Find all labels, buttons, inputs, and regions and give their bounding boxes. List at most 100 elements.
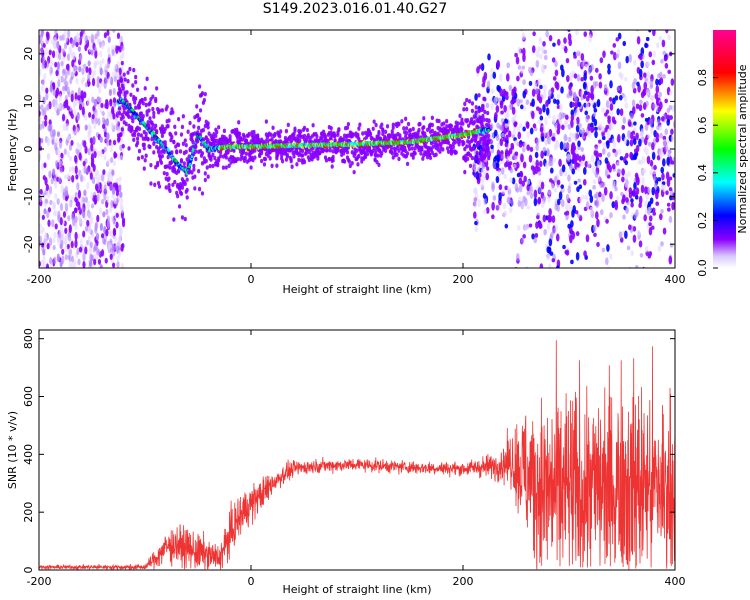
spectrogram-cell	[648, 206, 652, 213]
spectrogram-cell	[530, 292, 534, 296]
spectrogram-cell	[163, 140, 167, 145]
spectrogram-cell	[141, 101, 145, 106]
spectrogram-cell	[195, 104, 199, 109]
spectrogram-cell	[331, 154, 335, 160]
spectrogram-cell	[634, 195, 639, 200]
spectrogram-cell	[614, 24, 618, 29]
spectrogram-cell	[548, 208, 552, 216]
spectrogram-cell	[149, 162, 153, 168]
spectrogram-cell	[616, 313, 620, 318]
spectrogram-cell	[642, 168, 647, 174]
spectrogram-cell	[187, 165, 191, 169]
spectrogram-cell	[106, 172, 111, 181]
spectrogram-cell	[510, 99, 514, 105]
spectrogram-cell	[582, 167, 587, 175]
spectrogram-cell	[84, 124, 88, 131]
spectrogram-cell	[628, 53, 633, 63]
spectrogram-cell	[592, 165, 596, 175]
spectrogram-cell	[422, 116, 426, 121]
spectrogram-cell	[40, 104, 44, 110]
spectrogram-cell	[188, 162, 192, 166]
spectrogram-cell	[264, 138, 268, 144]
spectrogram-cell	[66, 173, 70, 180]
spectrogram-cell	[660, 184, 665, 191]
spectrogram-cell	[116, 260, 120, 268]
spectrogram-cell	[613, 52, 617, 61]
spectrogram-cell	[547, 190, 552, 196]
spectrogram-cell	[513, 121, 518, 128]
spectrogram-cell	[222, 128, 226, 134]
spectrogram-cell	[270, 163, 274, 169]
spectrogram-cell	[175, 149, 179, 154]
spectrogram-cell	[543, 84, 547, 93]
spectrogram-cell	[655, 137, 660, 143]
spectrogram-cell	[549, 251, 554, 256]
spectrogram-cell	[494, 112, 498, 120]
spectrogram-cell	[39, 115, 42, 124]
spectrogram-cell	[559, 168, 563, 177]
spectrogram-cell	[279, 139, 283, 144]
spectrogram-cell	[505, 111, 510, 119]
spectrogram-cell	[131, 118, 135, 124]
spectrogram-cell	[380, 122, 384, 127]
spectrogram-cell	[518, 177, 523, 185]
spectrogram-cell	[128, 66, 132, 72]
spectrogram-cell	[173, 167, 177, 173]
spectrogram-cell	[67, 30, 71, 38]
spectrogram-cell	[520, 292, 524, 298]
spectrogram-cell	[147, 108, 151, 113]
spectrogram-cell	[525, 121, 530, 129]
spectrogram-cell	[481, 105, 485, 110]
spectrogram-cell	[554, 60, 558, 68]
spectrogram-cell	[168, 188, 172, 194]
spectrogram-cell	[179, 191, 184, 196]
spectrogram-cell	[500, 153, 505, 160]
spectrogram-cell	[647, 134, 651, 139]
spectrogram-cell	[56, 198, 60, 205]
spectrogram-cell	[101, 111, 105, 117]
spectrogram-cell	[558, 158, 562, 167]
spectrogram-cell	[591, 30, 596, 32]
spectrogram-cell	[93, 61, 97, 69]
spectrogram-cell	[162, 170, 166, 176]
spectrogram-cell	[657, 245, 662, 252]
spectrogram-cell	[589, 75, 594, 81]
spectrogram-cell	[639, 130, 644, 138]
spectrogram-cell	[456, 121, 460, 126]
spectrogram-cell	[656, 155, 661, 161]
spectrogram-cell	[374, 148, 378, 154]
spectrogram-cell	[503, 105, 507, 113]
spectrogram-cell	[82, 30, 86, 35]
spectrogram-cell	[54, 223, 58, 230]
spectrogram-cell	[249, 165, 253, 170]
spectrogram-cell	[73, 129, 77, 136]
spectrogram-cell	[546, 254, 550, 261]
spectrogram-cell	[93, 258, 97, 266]
spectrogram-cell	[119, 77, 123, 82]
spectrogram-cell	[567, 174, 571, 182]
spectrogram-cell	[598, 73, 602, 80]
spectrogram-cell	[127, 114, 131, 120]
spectrogram-cell	[111, 71, 115, 79]
spectrogram-cell	[672, 120, 675, 129]
spectrogram-cell	[111, 169, 115, 176]
spectrogram-cell	[482, 154, 486, 159]
spectrogram-cell	[583, 10, 587, 16]
spectrogram-cell	[181, 141, 185, 146]
spectrogram-cell	[545, 287, 549, 294]
spectrogram-cell	[151, 94, 155, 99]
spectrogram-cell	[581, 154, 586, 162]
spectrogram-cell	[495, 135, 500, 142]
spectrogram-cell	[567, 223, 571, 229]
spectrogram-cell	[598, 81, 603, 89]
spectrogram-cell	[492, 161, 497, 169]
spectrogram-cell	[653, 175, 657, 182]
spectrogram-cell	[617, 148, 622, 155]
spectrogram-cell	[190, 154, 194, 159]
spectrogram-cell	[521, 180, 525, 187]
spectrogram-cell	[206, 174, 210, 179]
spectrogram-cell	[490, 88, 495, 95]
spectrogram-cell	[86, 97, 91, 107]
spectrogram-cell	[657, 177, 662, 182]
spectrogram-cell	[400, 119, 404, 124]
